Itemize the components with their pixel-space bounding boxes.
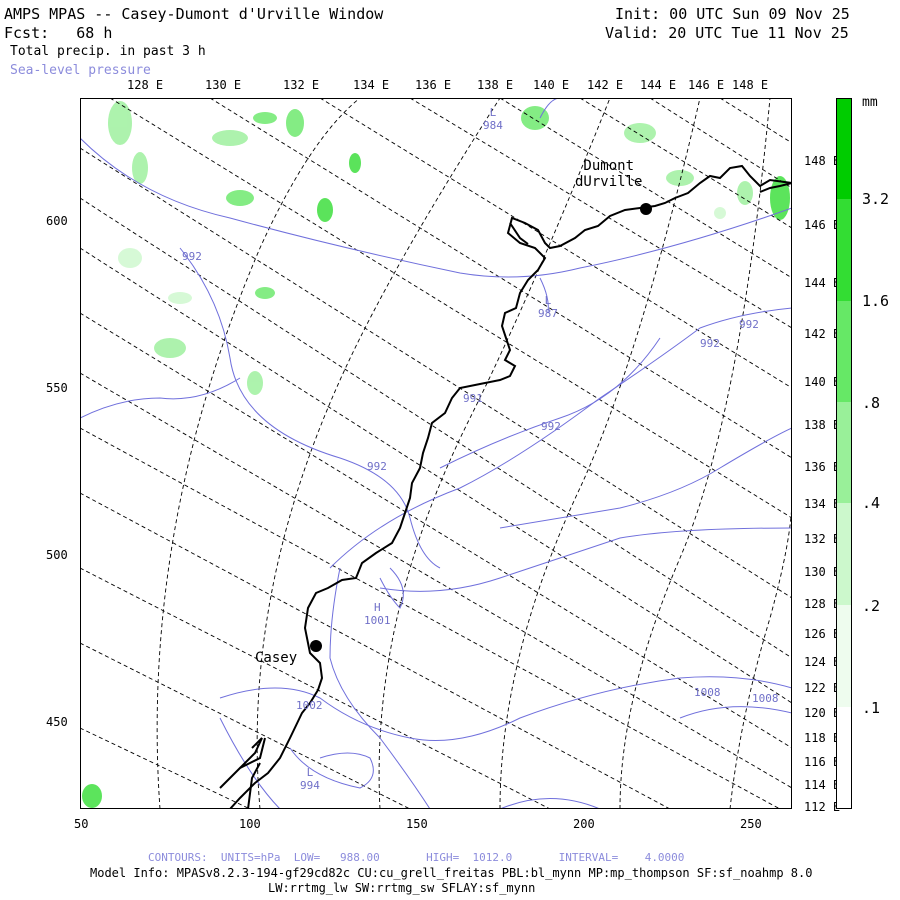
top-lon-label: 128 E — [127, 78, 164, 92]
colorbar-label: .8 — [862, 394, 881, 412]
right-lon-label: 128 E — [804, 597, 841, 611]
right-lon-label: 120 E — [804, 706, 841, 720]
pressure-label: L 994 — [300, 766, 320, 792]
pressure-label: 992 — [739, 318, 759, 331]
top-lon-label: 132 E — [283, 78, 320, 92]
pressure-label: 1008 — [694, 686, 721, 699]
valid-time: Valid: 20 UTC Tue 11 Nov 25 — [605, 24, 849, 42]
coastline — [219, 164, 792, 809]
bottom-grid-label: 150 — [406, 817, 428, 831]
colorbar-segment — [837, 199, 851, 301]
colorbar-label: .2 — [862, 597, 881, 615]
right-lon-label: 142 E — [804, 327, 841, 341]
precip-shading — [82, 101, 790, 808]
right-lon-label: 130 E — [804, 565, 841, 579]
field-name: Total precip. in past 3 h — [10, 44, 206, 59]
map-panel — [80, 98, 792, 809]
pressure-label: L 984 — [483, 106, 503, 132]
top-lon-label: 142 E — [587, 78, 624, 92]
station-label-casey: Casey — [255, 650, 298, 666]
pressure-label: 992 — [182, 250, 202, 263]
top-lon-label: 130 E — [205, 78, 242, 92]
forecast-hour: Fcst: 68 h — [4, 24, 113, 42]
graticule — [80, 98, 792, 809]
colorbar-unit: mm — [862, 95, 878, 110]
right-lon-label: 118 E — [804, 731, 841, 745]
colorbar-segment — [837, 707, 851, 808]
top-lon-label: 140 E — [533, 78, 570, 92]
right-lon-label: 116 E — [804, 755, 841, 769]
init-time: Init: 00 UTC Sun 09 Nov 25 — [615, 5, 850, 23]
top-lon-label: 146 E — [688, 78, 725, 92]
right-lon-label: 112 E — [804, 800, 841, 814]
pressure-label: 992 — [541, 420, 561, 433]
colorbar-segment — [837, 99, 851, 199]
colorbar-segment — [837, 402, 851, 503]
right-lon-label: 124 E — [804, 655, 841, 669]
pressure-label: 991 — [463, 392, 483, 405]
right-lon-label: 132 E — [804, 532, 841, 546]
colorbar-label: 3.2 — [862, 190, 890, 208]
top-lon-label: 138 E — [477, 78, 514, 92]
pressure-label: 992 — [700, 337, 720, 350]
right-lon-label: 126 E — [804, 627, 841, 641]
station-label-dumont: Dumont dUrville — [575, 158, 643, 190]
right-lon-label: 148 E — [804, 154, 841, 168]
pressure-label: L 987 — [538, 294, 558, 320]
colorbar-segment — [837, 503, 851, 605]
right-lon-label: 136 E — [804, 460, 841, 474]
model-info: Model Info: MPASv8.2.3-194-gf29cd82c CU:… — [90, 866, 813, 880]
colorbar-label: .1 — [862, 699, 881, 717]
left-grid-label: 550 — [46, 381, 68, 395]
map-graphic — [80, 98, 792, 809]
colorbar-label: .4 — [862, 494, 881, 512]
pressure-label: 1002 — [296, 699, 323, 712]
overlay-name: Sea-level pressure — [10, 63, 151, 78]
right-lon-label: 138 E — [804, 418, 841, 432]
pressure-label: H 1001 — [364, 601, 391, 627]
right-lon-label: 114 E — [804, 778, 841, 792]
contour-info: CONTOURS: UNITS=hPa LOW= 988.00 HIGH= 10… — [148, 851, 685, 864]
colorbar-label: 1.6 — [862, 292, 890, 310]
right-lon-label: 122 E — [804, 681, 841, 695]
casey-station-dot — [310, 640, 322, 652]
top-lon-label: 136 E — [415, 78, 452, 92]
bottom-grid-label: 100 — [239, 817, 261, 831]
bottom-grid-label: 250 — [740, 817, 762, 831]
pressure-contours — [80, 98, 792, 809]
top-lon-label: 134 E — [353, 78, 390, 92]
colorbar-segment — [837, 605, 851, 707]
left-grid-label: 450 — [46, 715, 68, 729]
right-lon-label: 144 E — [804, 276, 841, 290]
bottom-grid-label: 50 — [74, 817, 89, 831]
colorbar — [836, 98, 852, 809]
pressure-label: 992 — [367, 460, 387, 473]
right-lon-label: 146 E — [804, 218, 841, 232]
dumont-station-dot — [640, 203, 652, 215]
colorbar-segment — [837, 301, 851, 402]
left-grid-label: 600 — [46, 214, 68, 228]
pressure-label: 1008 — [752, 692, 779, 705]
map-title: AMPS MPAS -- Casey-Dumont d'Urville Wind… — [4, 5, 384, 23]
left-grid-label: 500 — [46, 548, 68, 562]
right-lon-label: 134 E — [804, 497, 841, 511]
top-lon-label: 144 E — [640, 78, 677, 92]
physics-info: LW:rrtmg_lw SW:rrtmg_sw SFLAY:sf_mynn — [268, 881, 536, 895]
right-lon-label: 140 E — [804, 375, 841, 389]
top-lon-label: 148 E — [732, 78, 769, 92]
bottom-grid-label: 200 — [573, 817, 595, 831]
